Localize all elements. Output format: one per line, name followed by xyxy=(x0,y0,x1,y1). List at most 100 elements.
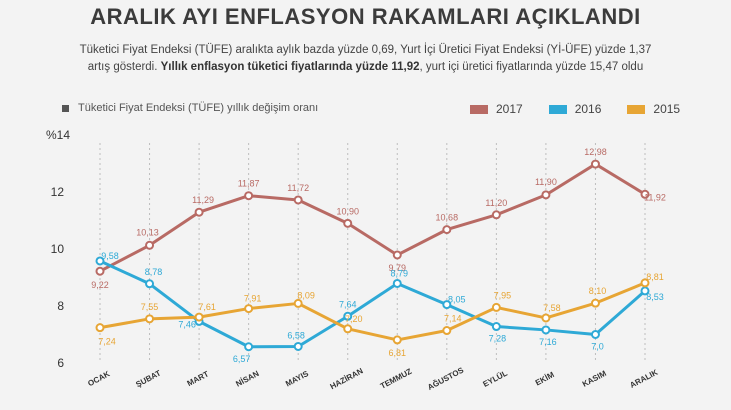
data-label-2016: 8,78 xyxy=(145,267,163,277)
data-label-2016: 7,0 xyxy=(591,342,604,352)
legend-label-2015: 2015 xyxy=(653,102,681,116)
data-label-2017: 11,20 xyxy=(485,198,507,208)
data-label-2017: 11,72 xyxy=(287,183,309,193)
x-tick-label: ARALIK xyxy=(628,368,659,390)
x-tick-label: AĞUSTOS xyxy=(426,365,466,392)
legend-swatch-2015 xyxy=(627,104,646,114)
data-label-2017: 10,90 xyxy=(336,206,359,216)
series-line-2015 xyxy=(99,281,646,342)
data-point-2017 xyxy=(590,159,600,169)
data-point-2017 xyxy=(145,240,155,250)
series-line-2016 xyxy=(99,259,646,349)
data-label-2017: 9,22 xyxy=(91,280,109,290)
data-point-2016 xyxy=(590,330,600,339)
data-label-2015: 8,10 xyxy=(589,286,607,296)
x-tick-label: EYLÜL xyxy=(481,369,508,389)
chart-title-text: Tüketici Fiyat Endeksi (TÜFE) yıllık değ… xyxy=(78,102,319,114)
legend-item-2017: 2017 xyxy=(470,102,523,116)
data-label-2015: 8,09 xyxy=(297,290,315,300)
data-label-2017: 9,79 xyxy=(389,263,407,273)
chart-title: Tüketici Fiyat Endeksi (TÜFE) yıllık değ… xyxy=(62,102,318,114)
data-label-2016: 7,46 xyxy=(178,319,196,329)
data-point-2015 xyxy=(392,335,402,345)
legend-swatch-2016 xyxy=(548,104,567,114)
data-label-2015: 8,81 xyxy=(646,272,664,282)
data-point-2017 xyxy=(194,207,204,217)
chart-title-marker xyxy=(62,104,69,112)
data-label-2016: 8,79 xyxy=(391,268,409,278)
x-tick-label: TEMMUZ xyxy=(379,367,414,391)
x-tick-label: EKİM xyxy=(534,370,556,387)
y-axis-label: %14 xyxy=(46,128,70,142)
data-point-2017 xyxy=(491,210,501,220)
legend-item-2015: 2015 xyxy=(627,102,680,116)
legend: 2017 2016 2015 xyxy=(470,102,706,116)
x-tick-label: ŞUBAT xyxy=(134,368,162,389)
data-point-2017 xyxy=(343,218,353,228)
data-label-2017: 11,87 xyxy=(238,179,260,189)
x-tick-label: NİSAN xyxy=(234,369,260,389)
legend-item-2016: 2016 xyxy=(548,102,602,116)
x-tick-label: MAYIS xyxy=(284,369,311,389)
data-point-2016 xyxy=(293,341,303,351)
data-label-2016: 6,58 xyxy=(287,330,305,340)
subtitle-line2-a: artış gösterdi. xyxy=(87,61,161,73)
data-label-2015: 7,91 xyxy=(244,294,262,304)
data-label-2015: 7,95 xyxy=(494,290,512,300)
data-point-2016 xyxy=(244,342,254,352)
subtitle-line2-b: , yurt içi üretici fiyatlarında yüzde 15… xyxy=(419,61,644,73)
data-point-2015 xyxy=(145,314,155,324)
data-label-2015: 7,14 xyxy=(444,314,462,324)
y-tick-label: 8 xyxy=(57,299,64,313)
data-point-2016 xyxy=(343,311,353,321)
data-point-2016 xyxy=(442,300,452,310)
data-point-2015 xyxy=(590,298,600,308)
legend-swatch-2017 xyxy=(470,104,488,114)
data-label-2016: 7,64 xyxy=(339,299,357,309)
data-label-2016: 7,28 xyxy=(489,334,507,344)
data-label-2015: 7,61 xyxy=(198,302,216,312)
x-tick-label: KASIM xyxy=(581,369,608,389)
data-label-2017: 12,98 xyxy=(584,147,607,157)
data-point-2017 xyxy=(244,191,254,201)
x-tick-label: MART xyxy=(186,369,211,388)
data-label-2017: 11,90 xyxy=(535,177,557,187)
data-label-2017: 10,13 xyxy=(136,227,159,237)
data-label-2016: 8,53 xyxy=(646,292,664,302)
data-point-2015 xyxy=(541,313,551,323)
data-label-2017: 11,92 xyxy=(644,192,666,202)
data-label-2016: 7,16 xyxy=(539,337,557,347)
y-tick-label: 6 xyxy=(57,356,64,370)
subtitle-line1: Tüketici Fiyat Endeksi (TÜFE) aralıkta a… xyxy=(79,44,652,56)
data-point-2015 xyxy=(442,326,452,336)
series-line-2017 xyxy=(99,162,646,273)
data-point-2017 xyxy=(640,189,650,199)
legend-label-2016: 2016 xyxy=(574,102,602,116)
data-label-2015: 6,81 xyxy=(389,348,407,358)
data-label-2015: 7,24 xyxy=(98,337,116,347)
data-point-2015 xyxy=(343,324,353,334)
data-point-2015 xyxy=(640,278,650,288)
subtitle-line2-bold: Yıllık enflasyon tüketici fiyatlarında y… xyxy=(160,61,420,73)
data-label-2015: 7,20 xyxy=(345,314,363,324)
data-label-2017: 10,68 xyxy=(436,213,459,223)
page-title: ARALIK AYI ENFLASYON RAKAMLARI AÇIKLANDI xyxy=(90,4,641,29)
data-label-2016: 9,58 xyxy=(101,251,119,261)
data-point-2015 xyxy=(194,312,204,322)
data-label-2016: 8,05 xyxy=(448,295,466,305)
y-tick-label: 12 xyxy=(51,185,65,199)
data-point-2016 xyxy=(491,322,501,332)
data-point-2017 xyxy=(442,225,452,235)
data-point-2016 xyxy=(541,325,551,335)
data-point-2016 xyxy=(392,278,402,288)
data-point-2015 xyxy=(244,304,254,314)
data-point-2015 xyxy=(491,302,501,312)
legend-label-2017: 2017 xyxy=(496,102,523,116)
data-point-2017 xyxy=(392,250,402,260)
x-tick-label: OCAK xyxy=(86,369,111,388)
data-point-2016 xyxy=(145,279,155,289)
data-label-2015: 7,55 xyxy=(141,302,159,312)
data-label-2017: 11,29 xyxy=(192,195,214,205)
data-point-2017 xyxy=(541,190,551,200)
